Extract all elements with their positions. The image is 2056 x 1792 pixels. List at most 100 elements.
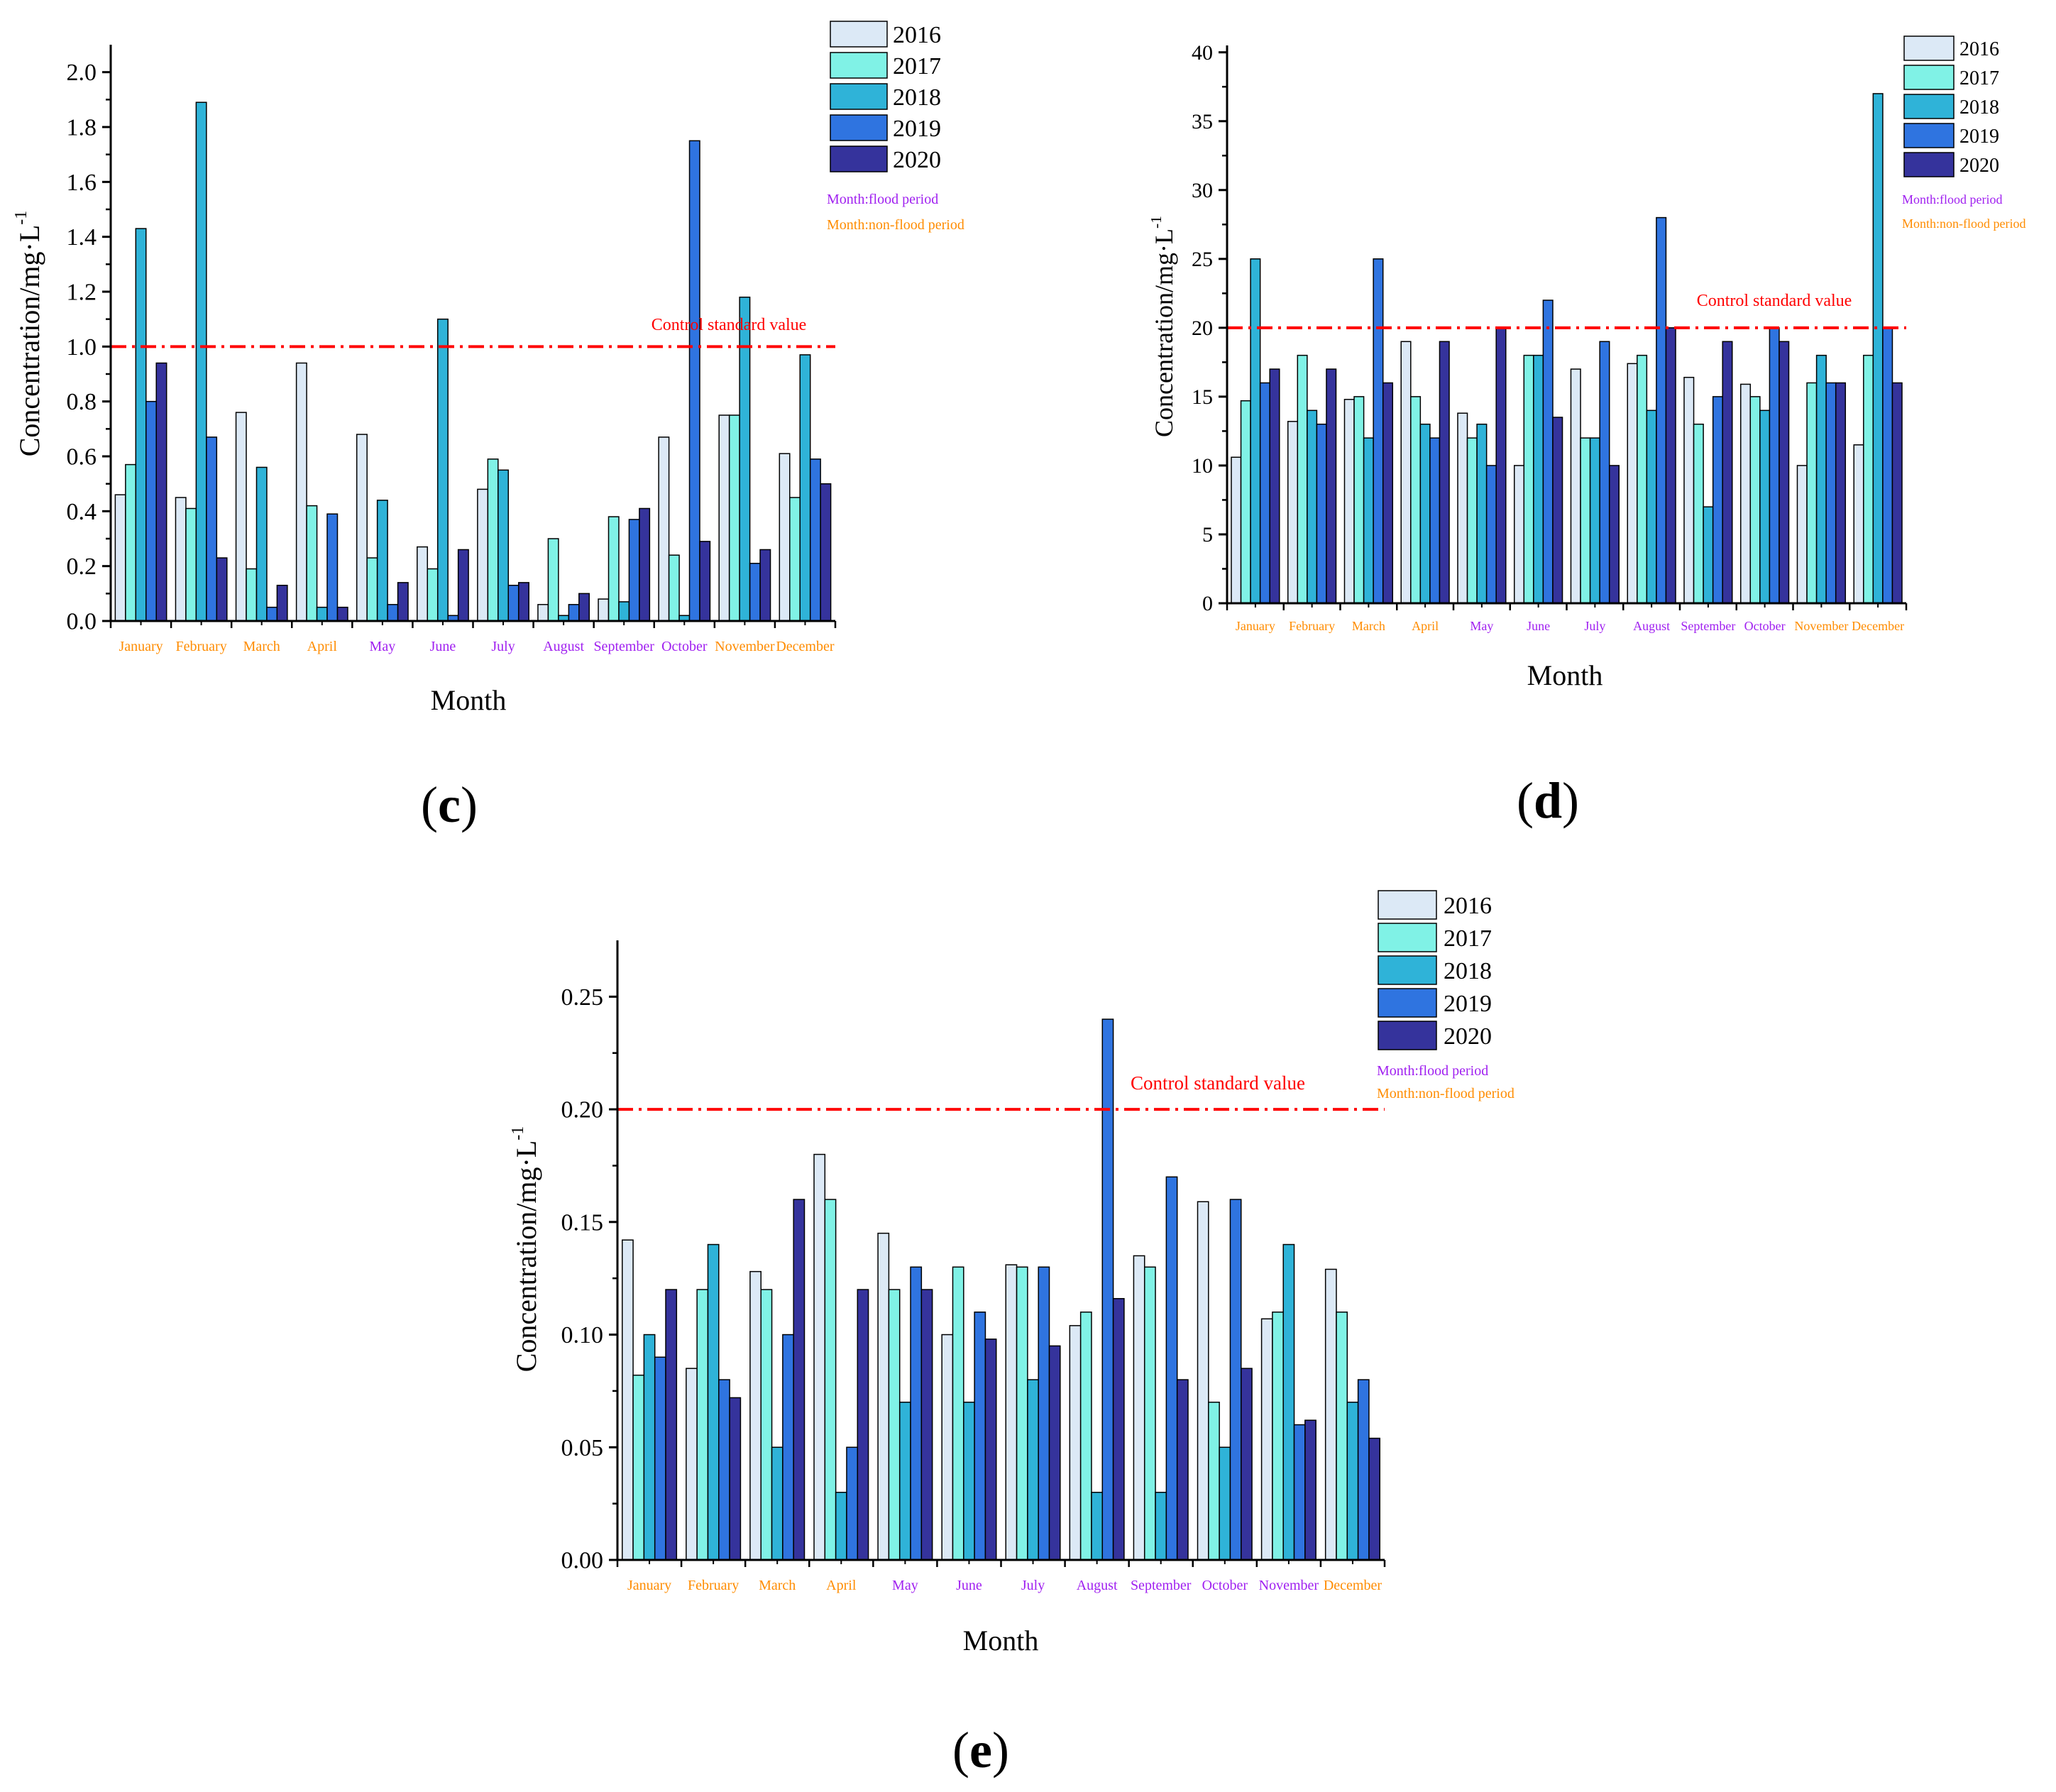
legend-swatch-2016	[1903, 35, 1955, 61]
panel-c-chart: Control standard value 0.0 0.2 0.4 0.6 0.8 1.0…	[12, 21, 964, 833]
bar-2020-may	[397, 582, 409, 622]
month-label-october: October	[1202, 1578, 1248, 1593]
bar-2019-september	[1165, 1176, 1178, 1561]
bar-2017-july	[1016, 1266, 1028, 1561]
bar-2016-july	[477, 488, 489, 622]
bar-2018-may	[898, 1402, 911, 1561]
month-label-january: January	[627, 1578, 671, 1593]
bar-2020-january	[155, 362, 167, 622]
bar-2018-august	[1091, 1492, 1104, 1561]
bar-2018-april	[835, 1492, 847, 1561]
bar-2018-october	[1219, 1446, 1231, 1561]
y-tick-label: 30	[1192, 179, 1213, 202]
bar-2020-june	[984, 1338, 997, 1561]
bar-2017-june	[952, 1266, 964, 1561]
bar-2019-july	[1038, 1266, 1050, 1561]
bar-2017-march	[246, 568, 258, 622]
bar-2016-september	[598, 598, 610, 622]
y-tick-label: 5	[1202, 523, 1213, 546]
bar-2020-january	[665, 1289, 678, 1561]
month-label-june: June	[1527, 619, 1550, 633]
bar-2018-february	[707, 1243, 720, 1561]
bar-2019-september	[1712, 396, 1723, 604]
bar-2018-september	[618, 601, 630, 622]
month-label-october: October	[1744, 619, 1786, 633]
bar-2017-october	[1749, 396, 1761, 604]
bar-2017-march	[760, 1289, 773, 1561]
bar-2016-june	[941, 1334, 954, 1561]
bar-2020-november	[1304, 1419, 1316, 1561]
x-axis-title: Month	[431, 684, 507, 716]
bar-2016-april	[1400, 341, 1412, 604]
legend-label-2020: 2020	[1444, 1023, 1492, 1050]
bar-2016-february	[1287, 421, 1299, 604]
bar-2020-march	[1382, 382, 1394, 604]
legend-swatch-2017	[1378, 923, 1437, 952]
bar-2016-may	[356, 434, 368, 622]
panel-d-chart: Control standard value 0 5 10 15 20 25 30 35 40 Ja…	[1148, 35, 2025, 829]
bar-2016-december	[779, 453, 791, 622]
bar-2016-april	[813, 1153, 826, 1561]
legend-swatch-2020	[1378, 1021, 1437, 1050]
y-axis-title-exponent: -1	[509, 1126, 527, 1140]
legend-label-2017: 2017	[1444, 925, 1492, 952]
bar-2020-april	[857, 1289, 869, 1561]
bar-2020-may	[920, 1289, 933, 1561]
y-tick-label: 1.4	[67, 224, 97, 251]
control-standard-label: Control standard value	[652, 316, 807, 334]
bar-2016-december	[1853, 444, 1864, 604]
bar-2020-september	[1176, 1379, 1189, 1561]
y-tick-label: 1.8	[67, 115, 97, 141]
month-label-september: September	[1681, 619, 1735, 633]
bar-2019-september	[628, 519, 640, 622]
bar-2020-october	[699, 541, 711, 622]
y-axis-title: Concentration/mg·L-1	[12, 211, 45, 457]
bar-2020-january	[1269, 368, 1280, 604]
month-label-december: December	[1852, 619, 1904, 633]
month-label-march: March	[759, 1578, 796, 1593]
bar-2017-february	[1297, 354, 1308, 604]
panel-label: (c)	[421, 776, 478, 833]
legend-label-2019: 2019	[1444, 991, 1492, 1017]
bar-2019-november	[749, 563, 761, 622]
bar-2016-june	[1513, 465, 1525, 604]
bar-2020-march	[793, 1199, 806, 1561]
bar-2019-february	[718, 1379, 730, 1561]
panel-label: (d)	[1517, 772, 1579, 829]
bar-2020-september	[639, 507, 651, 622]
bar-2019-october	[1769, 327, 1780, 604]
bar-2016-august	[1627, 363, 1638, 604]
bar-2016-june	[417, 546, 429, 622]
month-label-june: June	[430, 639, 456, 654]
legend-swatch-2020	[830, 145, 888, 172]
y-tick-label: 35	[1192, 110, 1213, 133]
bar-2016-january	[1231, 456, 1242, 604]
legend-label-2020: 2020	[1959, 155, 1999, 177]
bar-2019-august	[568, 604, 580, 622]
bar-2017-august	[1079, 1312, 1092, 1561]
bar-2017-december	[1336, 1312, 1348, 1561]
bar-2016-october	[1197, 1201, 1209, 1561]
bar-2020-june	[1552, 417, 1563, 604]
y-tick-label: 0.6	[67, 444, 97, 471]
bar-2020-december	[1891, 382, 1903, 604]
month-label-september: September	[1131, 1578, 1192, 1593]
bar-2019-july	[507, 584, 520, 622]
month-label-august: August	[1077, 1578, 1118, 1593]
bar-2016-november	[1796, 465, 1808, 604]
bar-2016-march	[1343, 399, 1355, 604]
legend-label-2017: 2017	[1959, 67, 1999, 89]
month-label-september: September	[593, 639, 654, 654]
y-tick-label: 10	[1192, 454, 1213, 478]
bar-2020-march	[276, 584, 288, 622]
bar-2017-july	[487, 458, 499, 622]
bar-2019-february	[1316, 423, 1327, 604]
bar-2017-november	[1806, 382, 1818, 604]
month-label-december: December	[776, 639, 835, 654]
legend-label-2019: 2019	[1959, 126, 1999, 148]
bar-2019-may	[910, 1266, 923, 1561]
month-label-august: August	[1633, 619, 1670, 633]
bar-2017-september	[608, 516, 620, 622]
bar-2016-february	[686, 1368, 698, 1561]
